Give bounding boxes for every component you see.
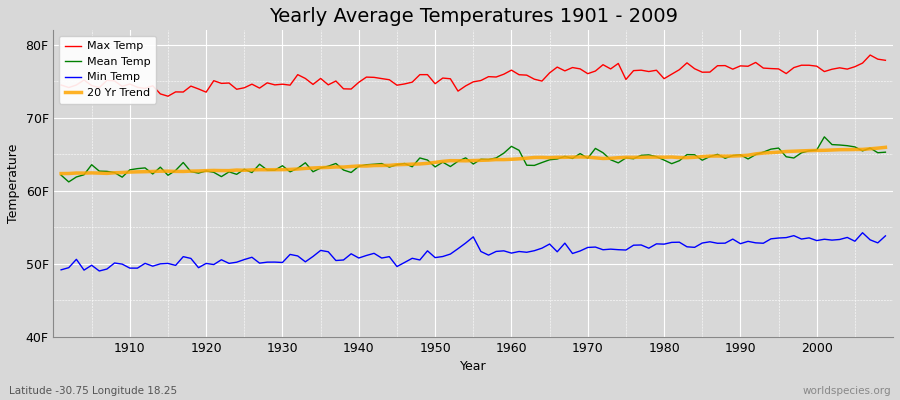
- Min Temp: [514, 249, 525, 254]
- Text: worldspecies.org: worldspecies.org: [803, 386, 891, 396]
- Mean Temp: [606, 157, 616, 162]
- Legend: Max Temp, Mean Temp, Min Temp, 20 Yr Trend: Max Temp, Mean Temp, Min Temp, 20 Yr Tre…: [59, 36, 156, 104]
- Mean Temp: [338, 168, 349, 172]
- 20 Yr Trend: [598, 156, 608, 161]
- Min Temp: [506, 251, 517, 256]
- Min Temp: [56, 268, 67, 272]
- Min Temp: [124, 266, 135, 270]
- Y-axis label: Temperature: Temperature: [7, 144, 20, 223]
- Max Temp: [606, 66, 616, 71]
- Max Temp: [338, 86, 349, 91]
- 20 Yr Trend: [330, 164, 341, 169]
- Max Temp: [506, 68, 517, 72]
- Min Temp: [880, 234, 891, 238]
- Max Temp: [514, 72, 525, 77]
- Min Temp: [606, 247, 616, 252]
- Mean Temp: [292, 166, 303, 171]
- Line: Min Temp: Min Temp: [61, 233, 886, 271]
- Mean Temp: [514, 148, 525, 153]
- Mean Temp: [819, 134, 830, 139]
- Max Temp: [163, 94, 174, 99]
- 20 Yr Trend: [56, 171, 67, 176]
- Max Temp: [292, 72, 303, 77]
- 20 Yr Trend: [880, 145, 891, 150]
- Min Temp: [338, 258, 349, 262]
- Line: Mean Temp: Mean Temp: [61, 137, 886, 182]
- Mean Temp: [880, 150, 891, 154]
- Max Temp: [880, 58, 891, 63]
- 20 Yr Trend: [499, 157, 509, 162]
- Max Temp: [56, 83, 67, 88]
- Max Temp: [865, 53, 876, 58]
- 20 Yr Trend: [117, 170, 128, 175]
- Mean Temp: [124, 168, 135, 172]
- Min Temp: [292, 254, 303, 258]
- Max Temp: [117, 84, 128, 89]
- 20 Yr Trend: [506, 157, 517, 162]
- 20 Yr Trend: [284, 167, 295, 172]
- Line: 20 Yr Trend: 20 Yr Trend: [61, 147, 886, 174]
- Text: Latitude -30.75 Longitude 18.25: Latitude -30.75 Longitude 18.25: [9, 386, 177, 396]
- Min Temp: [94, 268, 104, 273]
- Min Temp: [857, 230, 868, 235]
- Mean Temp: [506, 144, 517, 149]
- Title: Yearly Average Temperatures 1901 - 2009: Yearly Average Temperatures 1901 - 2009: [269, 7, 678, 26]
- Mean Temp: [56, 173, 67, 178]
- Mean Temp: [63, 180, 74, 184]
- Line: Max Temp: Max Temp: [61, 55, 886, 96]
- X-axis label: Year: Year: [460, 360, 487, 373]
